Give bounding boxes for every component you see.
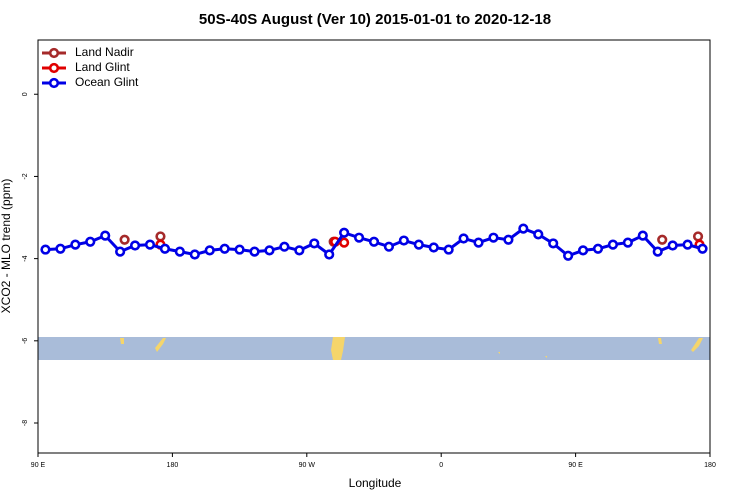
data-point [682,239,693,250]
data-point [264,245,275,256]
data-point [503,234,514,245]
data-point [667,240,678,251]
data-point [563,250,574,261]
data-point [458,233,469,244]
data-point [219,243,230,254]
data-point [174,246,185,257]
x-tick-label: 0 [439,462,443,469]
data-point [383,241,395,252]
data-point [339,227,350,238]
data-point [70,239,81,250]
legend-label: Ocean Glint [75,75,139,89]
data-point [533,229,544,240]
data-point [657,234,668,245]
data-point [607,239,619,250]
data-point [115,246,126,257]
data-point [413,239,424,250]
data-point [119,234,130,245]
data-point [279,241,290,252]
data-point [249,246,260,257]
data-point [129,240,141,251]
data-point [548,238,559,249]
data-point [294,245,305,256]
legend-label: Land Glint [75,60,130,74]
x-axis-label: Longitude [349,476,402,490]
data-point [55,243,66,254]
data-point [353,232,365,243]
plot-frame [37,39,711,454]
y-tick-label: -6 [22,338,29,344]
y-tick-label: -2 [22,173,29,179]
data-point [159,243,171,254]
chart-title: 50S-40S August (Ver 10) 2015-01-01 to 20… [199,11,551,28]
data-point [592,243,604,254]
data-point [697,243,708,254]
data-point [155,231,166,242]
legend-marker [48,77,60,89]
x-tick-label: 180 [167,462,179,469]
map-strip [38,337,710,360]
legend-marker [48,47,60,59]
data-point [144,239,156,250]
data-point [234,244,245,255]
data-point [443,244,454,255]
data-point [85,236,96,247]
data-point [100,230,111,241]
data-point [204,245,215,256]
data-point [577,245,589,256]
data-point [428,242,439,253]
y-tick-label: -4 [22,255,29,261]
data-point [309,238,320,249]
data-point [622,237,633,248]
x-tick-label: 90 E [568,462,583,469]
data-point [518,223,529,234]
y-tick-label: -8 [22,420,29,426]
data-point [339,237,350,248]
data-point [189,249,200,260]
data-point [652,246,663,257]
data-point [368,236,380,247]
data-point [637,230,648,241]
y-tick-label: 0 [22,92,29,96]
legend-marker [48,62,60,74]
x-tick-label: 180 [704,462,716,469]
data-point [40,244,51,255]
data-point [398,235,409,246]
y-axis-label: XCO2 - MLO trend (ppm) [0,179,13,314]
data-point [324,249,335,260]
x-tick-label: 90 W [299,462,316,469]
legend-label: Land Nadir [75,45,134,59]
data-point [473,237,484,248]
data-point [488,232,499,243]
data-point [692,231,704,242]
x-tick-label: 90 E [31,462,46,469]
